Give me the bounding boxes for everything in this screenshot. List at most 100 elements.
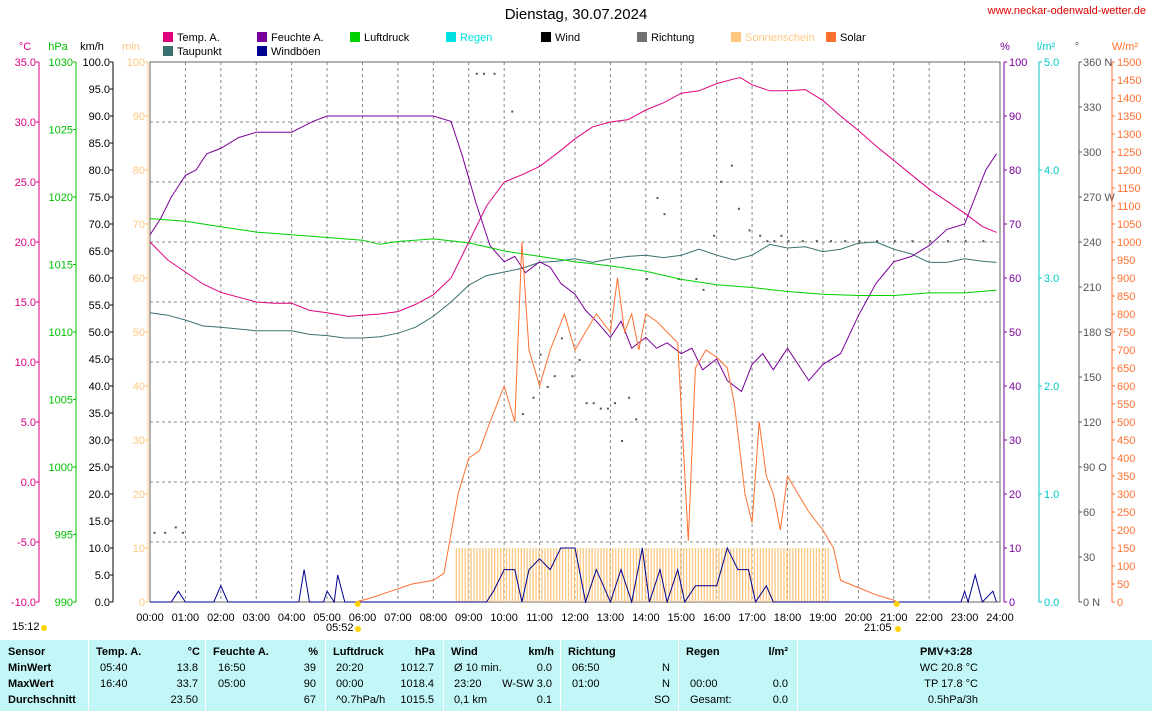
x-tick-label: 17:00: [738, 612, 766, 624]
tick-label-sunshine: 0: [139, 597, 145, 609]
direction-dot: [929, 240, 932, 243]
tick-label-temp: 20.0: [15, 237, 36, 249]
direction-dot: [493, 72, 496, 75]
direction-dot: [482, 72, 485, 75]
tick-label-solar: 350: [1117, 471, 1135, 483]
axis-unit-humidity: %: [1000, 41, 1010, 53]
legend-item: Solar: [826, 32, 866, 44]
tick-label-rain: 0.0: [1044, 597, 1059, 609]
direction-dot: [876, 240, 879, 243]
direction-dot: [599, 407, 602, 410]
tick-label-solar: 400: [1117, 453, 1135, 465]
tick-label-solar: 800: [1117, 309, 1135, 321]
direction-dot: [737, 207, 740, 210]
legend-swatch: [163, 32, 173, 42]
direction-dot: [656, 197, 659, 199]
direction-dot: [475, 72, 478, 75]
legend-item: Richtung: [637, 32, 694, 44]
tick-label-wind: 100.0: [82, 57, 110, 69]
x-tick-label: 11:00: [526, 612, 553, 624]
tick-label-wind: 5.0: [95, 570, 110, 582]
direction-dot: [571, 375, 574, 378]
stat-press_val: 1015.5: [400, 694, 434, 706]
tick-label-direction: 30: [1083, 552, 1095, 564]
series-line-feuchte-a-: [149, 115, 997, 393]
tick-label-temp: 0.0: [21, 477, 36, 489]
header-direction: Richtung: [568, 646, 616, 658]
stat-dir_val: N: [662, 678, 670, 690]
stat-rain_time: Gesamt:: [690, 694, 732, 706]
legend-item: Taupunkt: [163, 46, 222, 58]
stat-dir_time: 06:50: [572, 662, 600, 674]
direction-dot: [844, 240, 847, 243]
x-tick-label: 07:00: [384, 612, 412, 624]
sunset-sun-icon: [895, 626, 901, 632]
legend-item: Regen: [446, 32, 492, 44]
stat-wind_time: Ø 10 min.: [454, 662, 502, 674]
tick-label-pressure: 1015: [49, 260, 73, 272]
tick-label-humidity: 10: [1009, 543, 1021, 555]
series-line-taupunkt: [149, 241, 997, 339]
sunset-time: 21:05: [864, 622, 892, 634]
site-link[interactable]: www.neckar-odenwald-wetter.de: [987, 5, 1146, 17]
tick-label-solar: 200: [1117, 525, 1135, 537]
direction-dot: [787, 240, 790, 243]
tick-label-wind: 10.0: [89, 543, 110, 555]
series-line-temp-a-: [149, 77, 997, 317]
stat-press_val: 1018.4: [400, 678, 434, 690]
tick-label-sunshine: 70: [133, 219, 145, 231]
tick-label-solar: 250: [1117, 507, 1135, 519]
tick-label-direction: 90 O: [1083, 462, 1107, 474]
now-sun-icon: [41, 625, 47, 631]
direction-dot: [773, 240, 776, 243]
tick-label-direction: 240: [1083, 237, 1101, 249]
axis-unit-rain: l/m²: [1037, 41, 1056, 53]
tick-label-rain: 4.0: [1044, 165, 1059, 177]
tick-label-direction: 0 N: [1083, 597, 1100, 609]
stat-rain_val: 0.0: [772, 678, 788, 690]
header-wind-unit: km/h: [528, 646, 554, 658]
direction-dot: [815, 240, 818, 243]
x-tick-label: 15:00: [667, 612, 695, 624]
direction-dot: [553, 375, 556, 378]
direction-dot: [893, 240, 896, 243]
tick-label-sunshine: 100: [127, 57, 145, 69]
tick-label-humidity: 90: [1009, 111, 1021, 123]
direction-dot: [911, 240, 914, 243]
stat-wind_time: 23:20: [454, 678, 482, 690]
tick-label-temp: 35.0: [15, 57, 36, 69]
tick-label-direction: 300: [1083, 147, 1101, 159]
stat-extra: WC 20.8 °C: [919, 662, 978, 674]
direction-dot: [801, 240, 804, 243]
legend-item: Sonnenschein: [731, 32, 815, 44]
tick-label-wind: 35.0: [89, 408, 110, 420]
stat-temp_val: 23.50: [170, 694, 198, 706]
legend-item: Feuchte A.: [257, 32, 324, 44]
tick-label-sunshine: 30: [133, 435, 145, 447]
stat-extra: 0.5hPa/3h: [927, 694, 978, 706]
tick-label-humidity: 80: [1009, 165, 1021, 177]
tick-label-temp: 25.0: [15, 177, 36, 189]
legend-label: Luftdruck: [364, 32, 410, 44]
stat-hum_time: 05:00: [218, 678, 246, 690]
legend-item: Windböen: [257, 46, 321, 58]
header-pmv: PMV+3:28: [920, 646, 973, 658]
tick-label-wind: 60.0: [89, 273, 110, 285]
legend-label: Taupunkt: [177, 46, 222, 58]
tick-label-direction: 330: [1083, 102, 1101, 114]
direction-dot: [748, 229, 751, 232]
x-tick-label: 24:00: [986, 612, 1014, 624]
tick-label-wind: 85.0: [89, 138, 110, 150]
statistics-table: Sensor Temp. A. °C Feuchte A. % Luftdruc…: [0, 640, 1152, 711]
axis-unit-temp: °C: [19, 41, 31, 53]
tick-label-direction: 180 S: [1083, 327, 1112, 339]
tick-label-wind: 95.0: [89, 84, 110, 96]
x-tick-label: 03:00: [242, 612, 270, 624]
tick-label-direction: 360 N: [1083, 57, 1112, 69]
stat-wind_val: 0.1: [536, 694, 552, 706]
legend-swatch: [541, 32, 551, 42]
tick-label-solar: 1250: [1117, 147, 1141, 159]
direction-dot: [532, 396, 535, 399]
stat-hum_val: 90: [303, 678, 316, 690]
weather-chart: 35.0 30.0 25.0 20.0 15.0 10.0 5.0 0.0 -5.0 -10.0 1…: [11, 41, 1141, 632]
